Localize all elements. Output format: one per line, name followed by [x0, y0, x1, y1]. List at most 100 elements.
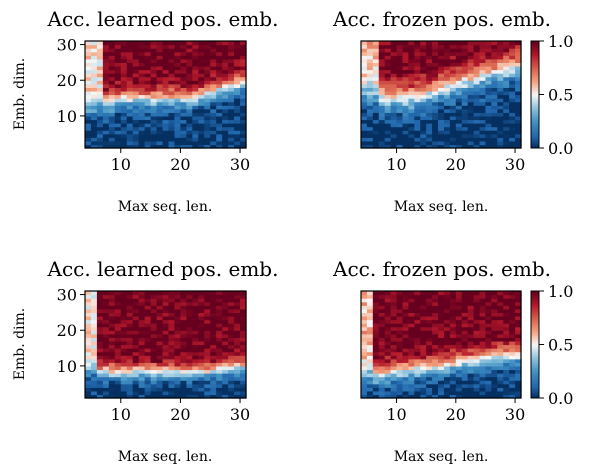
heatmap-cell	[234, 294, 241, 299]
heatmap-cell	[150, 319, 158, 324]
heatmap-cell	[126, 105, 134, 110]
heatmap-cell	[96, 123, 104, 128]
heatmap-cell	[138, 312, 146, 317]
heatmap-cell	[108, 140, 116, 146]
heatmap-cell	[497, 348, 504, 353]
heatmap-cell	[396, 383, 404, 388]
heatmap-cell	[479, 76, 487, 81]
heatmap-cell	[210, 144, 217, 149]
heatmap-cell	[426, 330, 433, 335]
heatmap-cell	[126, 101, 134, 106]
heatmap-cell	[420, 373, 427, 378]
heatmap-cell	[473, 65, 481, 71]
x-tick-label: 10	[111, 155, 131, 174]
heatmap-cell	[240, 73, 247, 78]
heatmap-cell	[186, 98, 193, 103]
heatmap-cell	[438, 344, 445, 349]
heatmap-cell	[455, 87, 463, 92]
heatmap-cell	[174, 69, 182, 74]
heatmap-cell	[414, 144, 421, 149]
heatmap-cell	[150, 108, 158, 113]
colorbar-segment	[531, 101, 539, 104]
heatmap-cell	[473, 98, 481, 103]
heatmap-cell	[132, 94, 140, 99]
heatmap-cell	[144, 87, 152, 92]
heatmap-cell	[384, 65, 392, 71]
colorbar-segment	[531, 396, 539, 399]
heatmap-cell	[515, 126, 522, 131]
heatmap-cell	[473, 137, 481, 142]
heatmap-cell	[222, 355, 229, 360]
heatmap-cell	[443, 294, 451, 299]
heatmap-cell	[114, 65, 122, 71]
heatmap-cell	[461, 390, 469, 396]
heatmap-cell	[378, 351, 386, 356]
heatmap-cell	[228, 312, 235, 317]
colorbar-segment	[531, 364, 539, 367]
heatmap-cell	[210, 55, 217, 60]
heatmap-cell	[479, 308, 487, 313]
colorbar-segment	[531, 340, 539, 344]
heatmap-cell	[186, 130, 193, 135]
heatmap-cell	[509, 108, 516, 113]
heatmap-cell	[473, 390, 481, 396]
heatmap-cell	[449, 369, 457, 374]
heatmap-cell	[210, 62, 217, 67]
heatmap-cell	[90, 80, 98, 85]
heatmap-cell	[509, 87, 516, 92]
heatmap-cell	[216, 291, 223, 296]
heatmap-cell	[455, 73, 463, 78]
heatmap-cell	[491, 394, 498, 399]
heatmap-cell	[132, 130, 140, 135]
heatmap-cell	[108, 98, 116, 103]
heatmap-cell	[90, 115, 98, 121]
heatmap-cell	[108, 319, 116, 324]
heatmap-cell	[210, 315, 217, 321]
x-tick-label: 30	[505, 155, 525, 174]
heatmap-cell	[372, 83, 380, 88]
heatmap-cell	[372, 383, 380, 388]
heatmap-cell	[102, 130, 110, 135]
heatmap-cell	[426, 298, 433, 303]
heatmap-cell	[186, 362, 193, 367]
heatmap-cell	[461, 340, 469, 346]
colorbar-segment	[531, 308, 539, 312]
heatmap-cell	[144, 348, 152, 353]
heatmap-cell	[378, 394, 386, 399]
heatmap-cell	[216, 330, 223, 335]
heatmap-cell	[102, 323, 110, 328]
heatmap-cell	[222, 48, 229, 53]
heatmap-cell	[240, 112, 247, 117]
heatmap-cell	[132, 119, 140, 124]
heatmap-cell	[455, 65, 463, 71]
heatmap-cell	[174, 355, 182, 360]
heatmap-cell	[144, 41, 152, 46]
heatmap-cell	[390, 326, 398, 331]
heatmap-cell	[473, 348, 481, 353]
heatmap-cell	[162, 58, 170, 63]
heatmap-cell	[108, 348, 116, 353]
heatmap-cell	[162, 348, 170, 353]
heatmap-cell	[467, 358, 475, 363]
colorbar-segment	[531, 394, 539, 397]
heatmap-cell	[120, 101, 128, 106]
heatmap-cell	[443, 376, 451, 381]
heatmap-cell	[210, 387, 217, 392]
heatmap-cell	[114, 73, 122, 78]
heatmap-cell	[114, 358, 122, 363]
heatmap-cell	[198, 69, 205, 74]
heatmap-cell	[102, 355, 110, 360]
heatmap-cell	[503, 90, 510, 96]
heatmap-cell	[156, 108, 164, 113]
heatmap-cell	[96, 291, 104, 296]
heatmap-cell	[162, 144, 170, 149]
heatmap-cell	[443, 373, 451, 378]
heatmap-cell	[497, 291, 504, 296]
heatmap-cell	[210, 305, 217, 310]
colorbar-segment	[531, 381, 539, 385]
heatmap-cell	[138, 383, 146, 388]
heatmap-cell	[198, 44, 205, 49]
heatmap-cell	[509, 48, 516, 53]
heatmap-cell	[479, 108, 487, 113]
heatmap-cell	[150, 144, 158, 149]
